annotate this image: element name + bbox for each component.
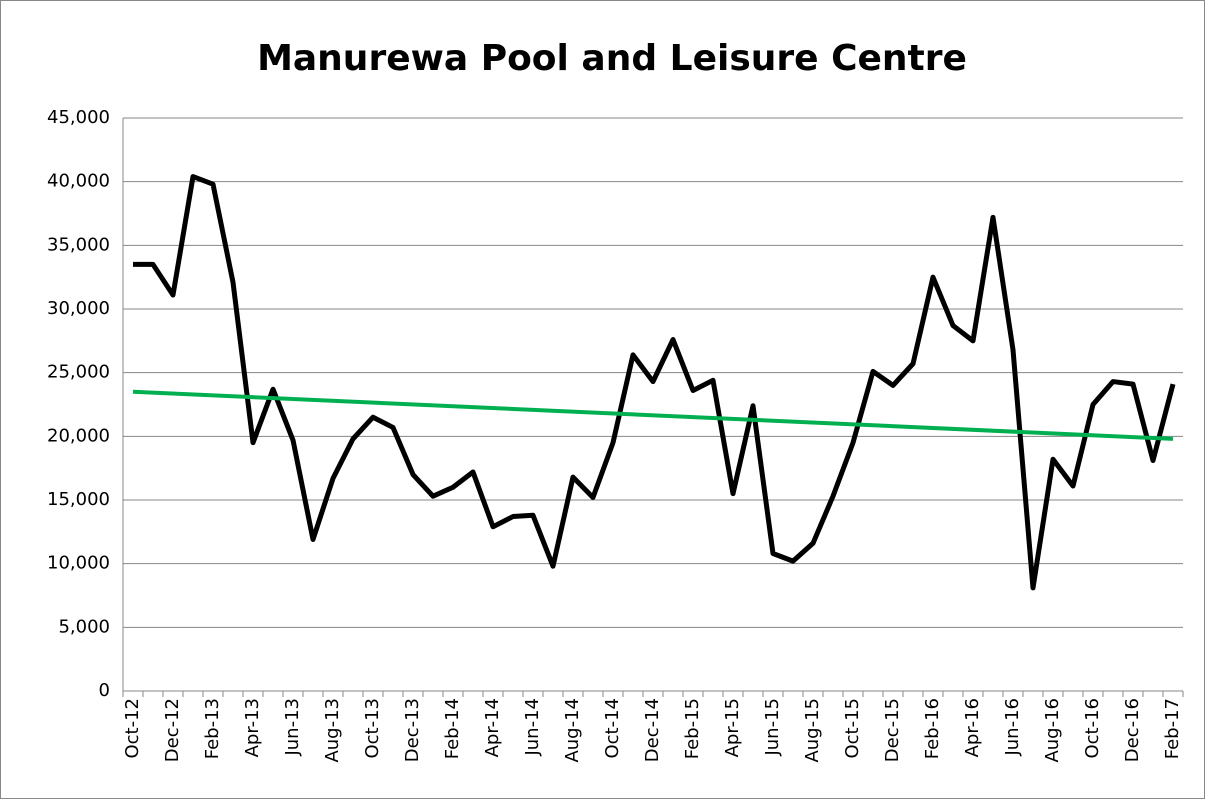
x-tick-label: Dec-14 [642,698,663,762]
x-tick-label: Oct-16 [1082,698,1103,759]
data-line [133,174,1176,591]
trend-line [132,389,1174,441]
x-tick-label: Feb-16 [922,698,943,759]
x-tick-label: Jun-13 [282,698,303,757]
x-tick-label: Jun-16 [1002,698,1023,757]
x-tick-label: Aug-15 [802,698,823,763]
x-tick-label: Dec-15 [882,698,903,762]
y-tick-label: 10,000 [47,553,110,574]
x-tick-label: Dec-13 [402,698,423,762]
x-tick-label: Dec-12 [162,698,183,762]
x-tick-label: Apr-14 [482,698,503,757]
x-tick-label: Oct-13 [362,698,383,759]
x-tick-label: Apr-13 [242,698,263,757]
y-tick-label: 35,000 [47,234,110,255]
x-tick-label: Feb-13 [202,698,223,759]
y-tick-label: 20,000 [47,425,110,446]
y-tick-label: 0 [99,680,110,701]
x-tick-label: Oct-14 [602,698,623,759]
y-tick-label: 15,000 [47,489,110,510]
y-tick-label: 30,000 [47,298,110,319]
y-tick-label: 5,000 [58,616,110,637]
x-tick-label: Oct-15 [842,698,863,759]
x-tick-label: Jun-14 [522,698,543,757]
x-tick-label: Feb-15 [682,698,703,759]
x-tick-label: Feb-17 [1162,698,1183,759]
x-tick-label: Oct-12 [122,698,143,759]
x-tick-label: Apr-16 [962,698,983,757]
y-tick-label: 45,000 [47,107,110,128]
x-tick-label: Aug-14 [562,698,583,763]
x-tick-label: Aug-16 [1042,698,1063,763]
y-tick-label: 40,000 [47,171,110,192]
x-tick-label: Dec-16 [1122,698,1143,762]
x-tick-label: Aug-13 [322,698,343,763]
chart-title: Manurewa Pool and Leisure Centre [257,38,967,79]
x-tick-label: Feb-14 [442,698,463,759]
x-tick-label: Apr-15 [722,698,743,757]
x-tick-label: Jun-15 [762,698,783,757]
y-tick-label: 25,000 [47,362,110,383]
